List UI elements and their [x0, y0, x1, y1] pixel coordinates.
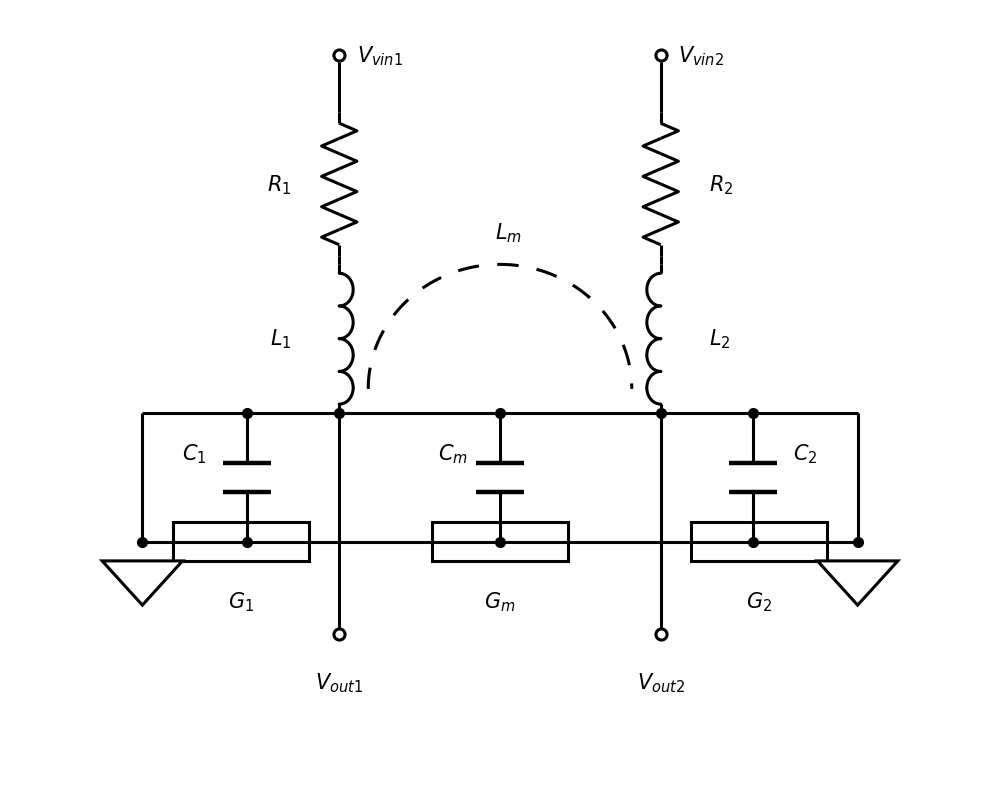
- Text: $R_1$: $R_1$: [267, 173, 291, 196]
- Text: $L_1$: $L_1$: [270, 328, 291, 351]
- Text: $L_m$: $L_m$: [495, 221, 521, 245]
- Text: $V_{out1}$: $V_{out1}$: [315, 671, 363, 694]
- Text: $R_2$: $R_2$: [709, 173, 733, 196]
- Polygon shape: [817, 561, 898, 605]
- Text: $L_2$: $L_2$: [709, 328, 730, 351]
- Polygon shape: [102, 561, 183, 605]
- Text: $G_2$: $G_2$: [746, 590, 772, 613]
- Text: $G_1$: $G_1$: [228, 590, 254, 613]
- Text: $C_m$: $C_m$: [438, 442, 468, 466]
- Bar: [691, 523, 827, 561]
- Text: $V_{out2}$: $V_{out2}$: [637, 671, 685, 694]
- Text: $G_m$: $G_m$: [484, 590, 516, 613]
- Text: $V_{vin2}$: $V_{vin2}$: [678, 45, 725, 68]
- Text: $V_{vin1}$: $V_{vin1}$: [357, 45, 403, 68]
- Bar: [173, 523, 309, 561]
- Bar: [432, 523, 568, 561]
- Text: $C_2$: $C_2$: [793, 442, 818, 466]
- Text: $C_1$: $C_1$: [182, 442, 207, 466]
